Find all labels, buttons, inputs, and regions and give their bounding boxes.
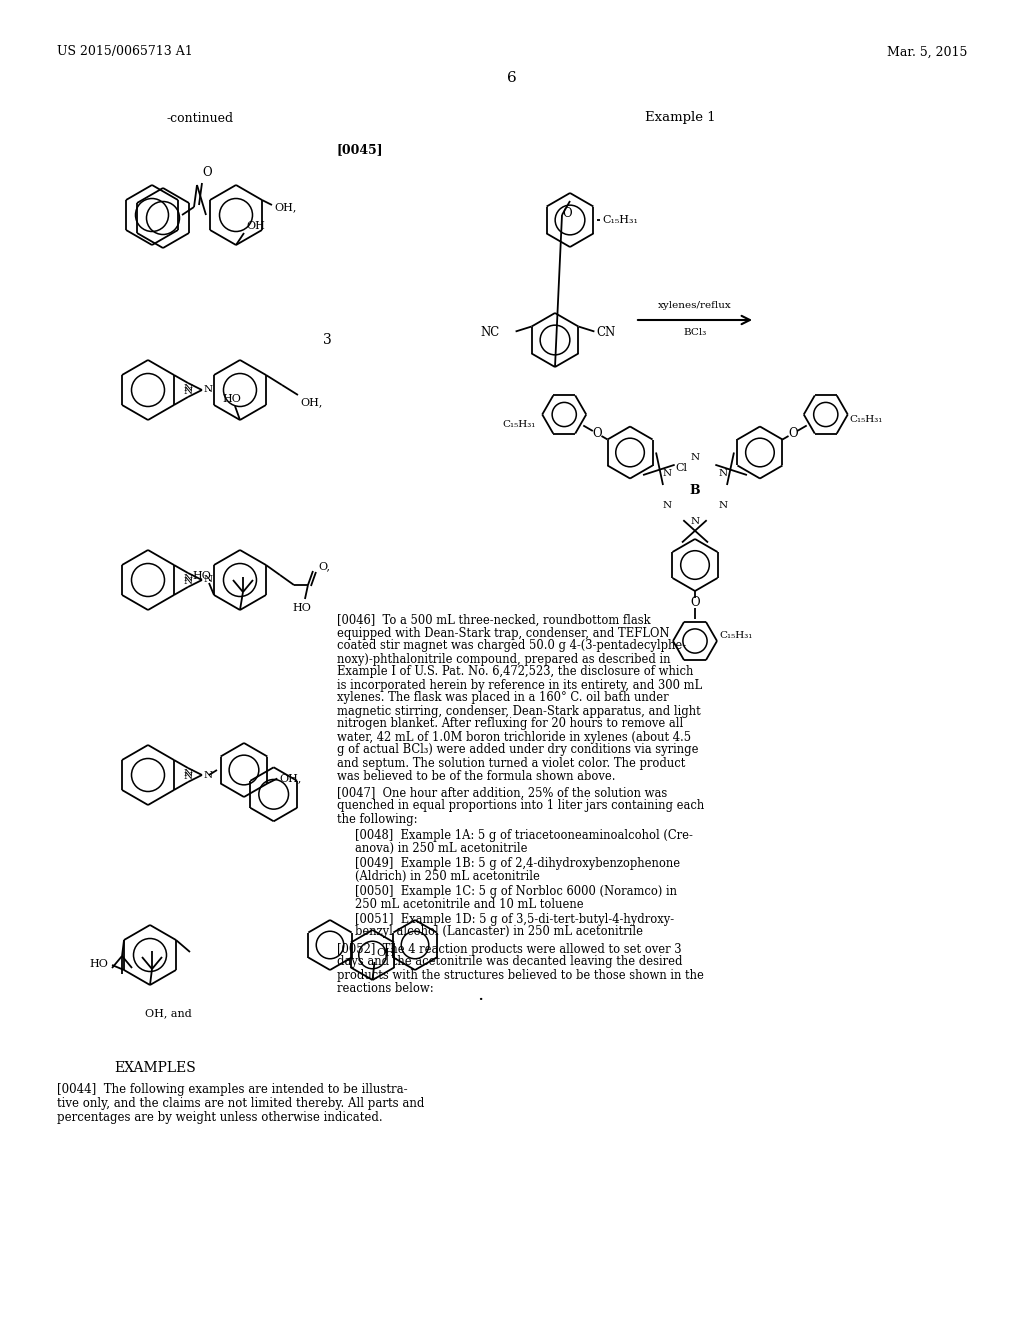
Text: O: O <box>562 207 571 220</box>
Text: NC: NC <box>480 326 500 339</box>
Text: [0046]  To a 500 mL three-necked, roundbottom flask: [0046] To a 500 mL three-necked, roundbo… <box>337 614 650 627</box>
Text: -continued: -continued <box>167 111 233 124</box>
Text: OH,: OH, <box>300 397 323 407</box>
Text: O: O <box>592 426 602 440</box>
Text: O: O <box>202 166 212 180</box>
Text: the following:: the following: <box>337 813 418 825</box>
Text: N: N <box>204 576 213 585</box>
Text: N: N <box>204 771 213 780</box>
Text: days and the acetonitrile was decanted leaving the desired: days and the acetonitrile was decanted l… <box>337 956 683 969</box>
Text: B: B <box>690 483 700 496</box>
Text: N: N <box>183 772 193 781</box>
Text: N: N <box>183 770 193 777</box>
Text: [0051]  Example 1D: 5 g of 3,5-di-tert-butyl-4-hydroxy-: [0051] Example 1D: 5 g of 3,5-di-tert-bu… <box>355 912 674 925</box>
Text: OH, and: OH, and <box>145 1008 191 1018</box>
Text: water, 42 mL of 1.0M boron trichloride in xylenes (about 4.5: water, 42 mL of 1.0M boron trichloride i… <box>337 730 691 743</box>
Text: O,: O, <box>318 561 330 572</box>
Text: 6: 6 <box>507 71 517 84</box>
Text: 3: 3 <box>324 333 332 347</box>
Text: anova) in 250 mL acetonitrile: anova) in 250 mL acetonitrile <box>355 842 527 854</box>
Text: OH,: OH, <box>280 774 302 784</box>
Text: was believed to be of the formula shown above.: was believed to be of the formula shown … <box>337 770 615 783</box>
Text: O: O <box>788 426 798 440</box>
Text: [0047]  One hour after addition, 25% of the solution was: [0047] One hour after addition, 25% of t… <box>337 787 668 800</box>
Text: N: N <box>183 574 193 583</box>
Text: OH: OH <box>377 948 395 958</box>
Text: Example I of U.S. Pat. No. 6,472,523, the disclosure of which: Example I of U.S. Pat. No. 6,472,523, th… <box>337 665 693 678</box>
Text: [0048]  Example 1A: 5 g of triacetooneaminoalcohol (Cre-: [0048] Example 1A: 5 g of triacetooneami… <box>355 829 693 842</box>
Text: Mar. 5, 2015: Mar. 5, 2015 <box>887 45 967 58</box>
Text: HO: HO <box>89 960 108 969</box>
Text: coated stir magnet was charged 50.0 g 4-(3-pentadecylphe-: coated stir magnet was charged 50.0 g 4-… <box>337 639 686 652</box>
Text: reactions below:: reactions below: <box>337 982 433 994</box>
Text: N: N <box>690 454 699 462</box>
Text: N: N <box>183 387 193 396</box>
Text: C₁₅H₃₁: C₁₅H₃₁ <box>850 414 883 424</box>
Text: C₁₅H₃₁: C₁₅H₃₁ <box>719 631 753 640</box>
Text: products with the structures believed to be those shown in the: products with the structures believed to… <box>337 969 703 982</box>
Text: quenched in equal proportions into 1 liter jars containing each: quenched in equal proportions into 1 lit… <box>337 800 705 813</box>
Text: OH,: OH, <box>274 202 296 213</box>
Text: magnetic stirring, condenser, Dean-Stark apparatus, and light: magnetic stirring, condenser, Dean-Stark… <box>337 705 700 718</box>
Text: N: N <box>718 470 727 479</box>
Text: nitrogen blanket. After refluxing for 20 hours to remove all: nitrogen blanket. After refluxing for 20… <box>337 718 683 730</box>
Text: tive only, and the claims are not limited thereby. All parts and: tive only, and the claims are not limite… <box>57 1097 424 1110</box>
Text: g of actual BCl₃) were added under dry conditions via syringe: g of actual BCl₃) were added under dry c… <box>337 743 698 756</box>
Text: N: N <box>690 517 699 527</box>
Text: .: . <box>477 986 483 1005</box>
Text: C₁₅H₃₁: C₁₅H₃₁ <box>602 215 638 224</box>
Text: benzyl alcohol (Lancaster) in 250 mL acetonitrile: benzyl alcohol (Lancaster) in 250 mL ace… <box>355 925 643 939</box>
Text: N: N <box>718 502 727 511</box>
Text: HO: HO <box>292 603 311 612</box>
Text: 250 mL acetonitrile and 10 mL toluene: 250 mL acetonitrile and 10 mL toluene <box>355 898 584 911</box>
Text: CN: CN <box>596 326 615 339</box>
Text: xylenes/reflux: xylenes/reflux <box>658 301 732 310</box>
Text: [0050]  Example 1C: 5 g of Norbloc 6000 (Noramco) in: [0050] Example 1C: 5 g of Norbloc 6000 (… <box>355 884 677 898</box>
Text: Cl: Cl <box>675 463 687 473</box>
Text: HO: HO <box>222 393 241 404</box>
Text: N: N <box>204 385 213 395</box>
Text: N: N <box>183 577 193 586</box>
Text: C₁₅H₃₁: C₁₅H₃₁ <box>503 420 537 429</box>
Text: [0044]  The following examples are intended to be illustra-: [0044] The following examples are intend… <box>57 1084 408 1097</box>
Text: [0045]: [0045] <box>337 144 384 157</box>
Text: O: O <box>690 597 699 610</box>
Text: [0052]  The 4 reaction products were allowed to set over 3: [0052] The 4 reaction products were allo… <box>337 942 682 956</box>
Text: and septum. The solution turned a violet color. The product: and septum. The solution turned a violet… <box>337 756 685 770</box>
Text: equipped with Dean-Stark trap, condenser, and TEFLON: equipped with Dean-Stark trap, condenser… <box>337 627 670 639</box>
Text: EXAMPLES: EXAMPLES <box>114 1061 196 1074</box>
Text: [0049]  Example 1B: 5 g of 2,4-dihydroxybenzophenone: [0049] Example 1B: 5 g of 2,4-dihydroxyb… <box>355 857 680 870</box>
Text: BCl₃: BCl₃ <box>683 327 707 337</box>
Text: noxy)-phthalonitrile compound, prepared as described in: noxy)-phthalonitrile compound, prepared … <box>337 652 671 665</box>
Text: US 2015/0065713 A1: US 2015/0065713 A1 <box>57 45 193 58</box>
Text: (Aldrich) in 250 mL acetonitrile: (Aldrich) in 250 mL acetonitrile <box>355 870 540 883</box>
Text: N: N <box>663 502 672 511</box>
Text: N: N <box>663 470 672 479</box>
Text: N: N <box>183 384 193 393</box>
Text: is incorporated herein by reference in its entirety, and 300 mL: is incorporated herein by reference in i… <box>337 678 702 692</box>
Text: Example 1: Example 1 <box>645 111 716 124</box>
Text: OH: OH <box>246 220 265 231</box>
Text: percentages are by weight unless otherwise indicated.: percentages are by weight unless otherwi… <box>57 1110 383 1123</box>
Text: HO: HO <box>193 572 211 581</box>
Text: xylenes. The flask was placed in a 160° C. oil bath under: xylenes. The flask was placed in a 160° … <box>337 692 669 705</box>
